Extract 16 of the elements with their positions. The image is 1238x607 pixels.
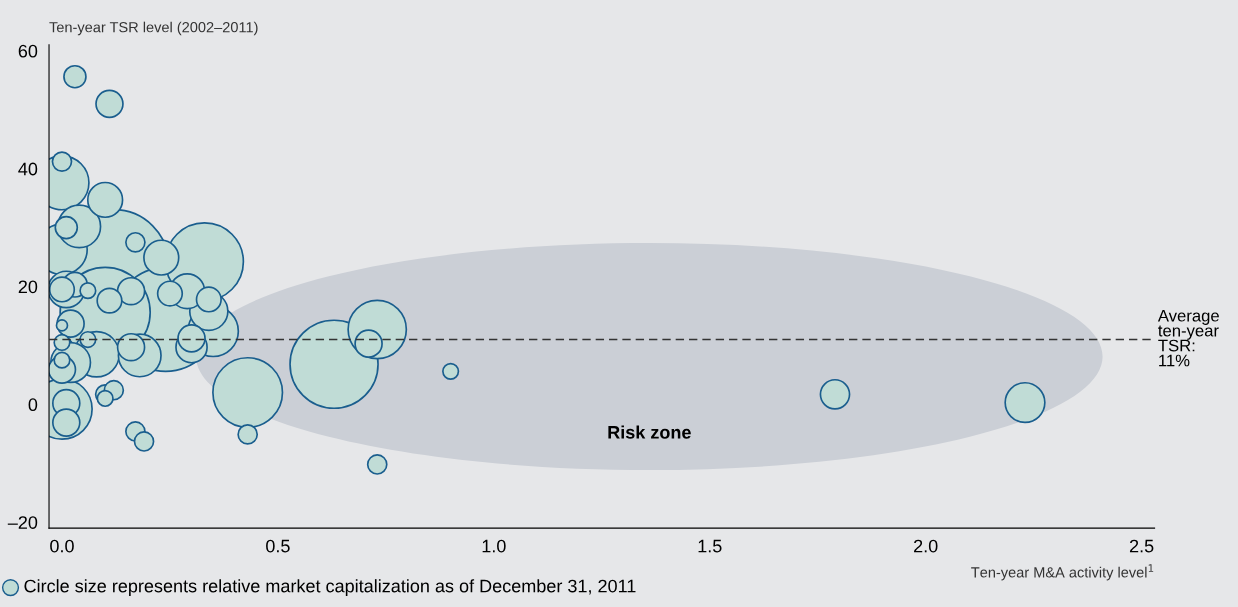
ref-line-label: Average ten-year TSR: 11% [1157,309,1219,367]
x-tick-label: 1.0 [482,539,506,553]
y-tick-label: 40 [18,162,38,176]
text: Circle size represents relative market capitalization as of December 31, 2011 [24,579,636,596]
y-tick-label: 60 [18,44,38,58]
x-tick-label: 1.5 [698,539,722,553]
x-tick-label: 0.5 [266,539,290,553]
y-tick-label: –20 [7,516,38,529]
y-axis-title: Ten-year TSR level (2002–2011) [49,21,258,36]
x-tick-label: 0.0 [50,539,74,553]
x-tick-label: 2.0 [914,539,938,553]
annotation: Risk zone [608,425,691,439]
y-tick-label: 0 [28,398,38,412]
y-tick-label: 20 [18,280,38,294]
x-tick-label: 2.5 [1129,539,1154,553]
x-axis-title: Ten-year M&A activity level$^{1}$ [971,564,1154,581]
